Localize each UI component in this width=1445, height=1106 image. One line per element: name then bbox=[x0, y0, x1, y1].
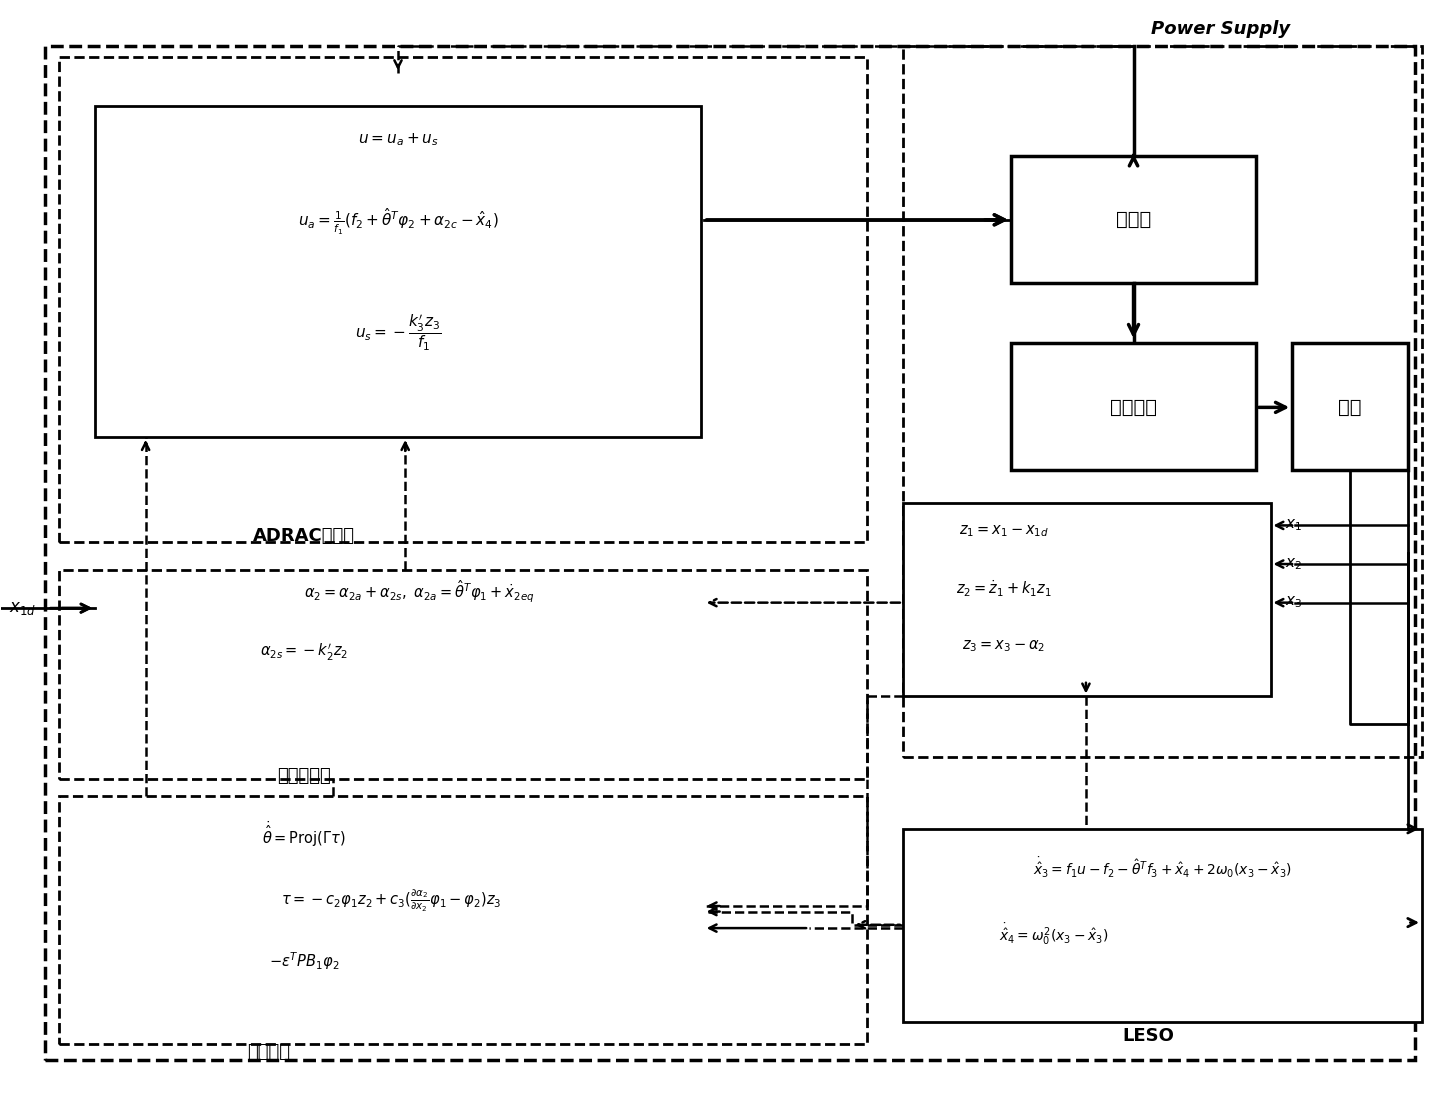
Text: $z_3 = x_3 - \alpha_2$: $z_3 = x_3 - \alpha_2$ bbox=[962, 638, 1045, 654]
Text: 自适应律: 自适应律 bbox=[247, 1043, 289, 1061]
Text: $u_a = \frac{1}{f_1}(f_2 + \hat{\theta}^T \varphi_2 + \alpha_{2c} - \hat{x}_4)$: $u_a = \frac{1}{f_1}(f_2 + \hat{\theta}^… bbox=[298, 207, 499, 237]
Text: $u_s = -\dfrac{k_3^{\prime} z_3}{f_1}$: $u_s = -\dfrac{k_3^{\prime} z_3}{f_1}$ bbox=[355, 312, 441, 353]
Text: $u = u_a + u_s$: $u = u_a + u_s$ bbox=[357, 131, 438, 147]
Text: $\tau = -c_2\varphi_1 z_2 + c_3(\frac{\partial \alpha_2}{\partial x_2}\varphi_1 : $\tau = -c_2\varphi_1 z_2 + c_3(\frac{\p… bbox=[280, 887, 501, 914]
Text: $\alpha_{2s} = -k_2^{\prime} z_2$: $\alpha_{2s} = -k_2^{\prime} z_2$ bbox=[260, 641, 348, 662]
Text: 虚拟控制律: 虚拟控制律 bbox=[277, 766, 331, 785]
Text: $z_1 = x_1 - x_{1d}$: $z_1 = x_1 - x_{1d}$ bbox=[959, 523, 1049, 539]
Text: $\dot{\hat{\theta}} = \mathrm{Proj}(\Gamma \tau)$: $\dot{\hat{\theta}} = \mathrm{Proj}(\Gam… bbox=[263, 820, 347, 849]
Text: $x_1$: $x_1$ bbox=[1285, 518, 1302, 533]
Text: 液压马达: 液压马达 bbox=[1110, 398, 1157, 417]
FancyBboxPatch shape bbox=[903, 828, 1422, 1022]
Text: ADRAC控制器: ADRAC控制器 bbox=[253, 528, 355, 545]
Text: $x_{1d}$: $x_{1d}$ bbox=[10, 599, 36, 617]
Text: Power Supply: Power Supply bbox=[1150, 20, 1289, 38]
Text: $\alpha_2 = \alpha_{2a} + \alpha_{2s},\ \alpha_{2a} = \hat{\theta}^T \varphi_1 +: $\alpha_2 = \alpha_{2a} + \alpha_{2s},\ … bbox=[305, 578, 535, 605]
Text: $x_3$: $x_3$ bbox=[1285, 595, 1302, 611]
Text: LESO: LESO bbox=[1121, 1027, 1173, 1045]
Text: $z_2 = \dot{z}_1 + k_1 z_1$: $z_2 = \dot{z}_1 + k_1 z_1$ bbox=[955, 578, 1052, 598]
Text: 伺服阀: 伺服阀 bbox=[1116, 210, 1152, 229]
Text: $\dot{\hat{x}}_3 = f_1 u - f_2 - \hat{\theta}^T f_3 + \hat{x}_4 + 2\omega_0(x_3 : $\dot{\hat{x}}_3 = f_1 u - f_2 - \hat{\t… bbox=[1033, 855, 1292, 879]
FancyBboxPatch shape bbox=[1011, 156, 1256, 283]
FancyBboxPatch shape bbox=[903, 503, 1270, 697]
Text: 负载: 负载 bbox=[1338, 398, 1361, 417]
Text: $\dot{\hat{x}}_4 = \omega_0^2(x_3 - \hat{x}_3)$: $\dot{\hat{x}}_4 = \omega_0^2(x_3 - \hat… bbox=[1000, 920, 1108, 947]
FancyBboxPatch shape bbox=[1292, 343, 1407, 470]
Text: $-\varepsilon^T P B_1 \varphi_2$: $-\varepsilon^T P B_1 \varphi_2$ bbox=[269, 950, 340, 972]
Text: $x_2$: $x_2$ bbox=[1285, 556, 1302, 572]
FancyBboxPatch shape bbox=[1011, 343, 1256, 470]
FancyBboxPatch shape bbox=[95, 106, 701, 437]
